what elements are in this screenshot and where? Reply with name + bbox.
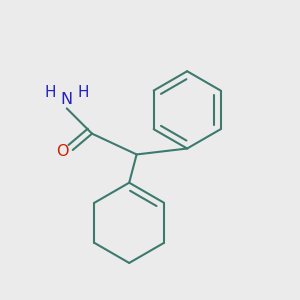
Text: H: H xyxy=(45,85,56,100)
Text: O: O xyxy=(56,144,68,159)
Text: H: H xyxy=(77,85,89,100)
Text: N: N xyxy=(61,92,73,107)
